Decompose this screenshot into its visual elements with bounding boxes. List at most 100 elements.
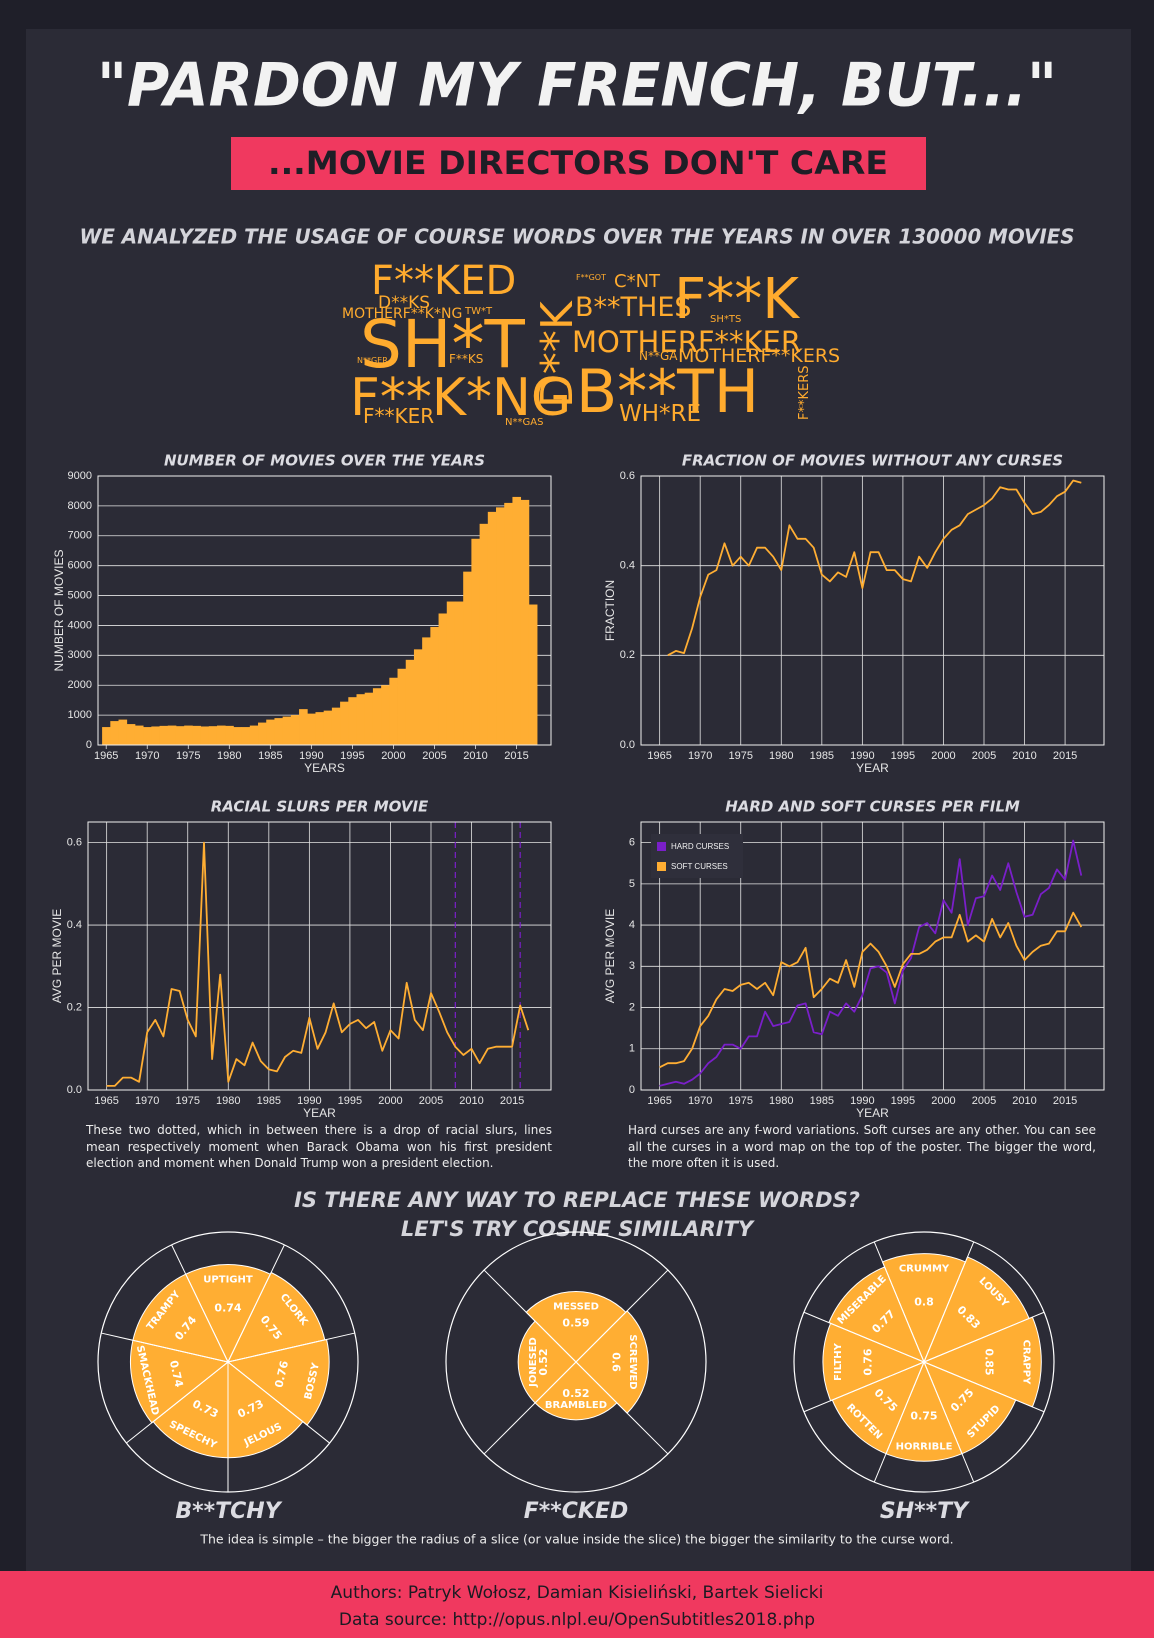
- legend-swatch: [657, 842, 666, 851]
- y-tick-label: 5000: [68, 589, 92, 601]
- bar: [249, 725, 259, 745]
- x-tick-label: 1975: [728, 750, 752, 762]
- x-tick-label: 2000: [378, 1095, 402, 1107]
- bar: [340, 701, 349, 745]
- slice-value: 0.85: [983, 1348, 996, 1375]
- x-tick-label: 2010: [463, 750, 487, 762]
- bar: [258, 722, 267, 745]
- bar: [110, 721, 119, 745]
- divider: [227, 1244, 285, 1363]
- bar: [372, 688, 382, 745]
- divider: [101, 1332, 229, 1363]
- bar: [520, 499, 530, 745]
- x-tick-label: 2000: [931, 750, 955, 762]
- x-tick-label: 2005: [972, 1095, 996, 1107]
- y-tick-label: 0.2: [620, 649, 635, 661]
- slice-label: CRUMMY: [899, 1264, 950, 1275]
- bar: [167, 725, 177, 745]
- bar: [216, 725, 226, 745]
- plot-frame: [97, 475, 552, 746]
- cloud-word: N**GA: [639, 349, 678, 363]
- y-tick-label: 0.4: [620, 560, 635, 572]
- divider: [171, 1244, 229, 1363]
- x-tick-label: 2015: [500, 1095, 524, 1107]
- bar: [225, 725, 234, 745]
- divider: [873, 1361, 925, 1483]
- x-tick-label: 1970: [688, 750, 712, 762]
- y-axis-label: AVG PER MOVIE: [603, 909, 617, 1003]
- x-tick-label: 2010: [1012, 1095, 1036, 1107]
- divider: [575, 1269, 669, 1363]
- y-tick-label: 0: [86, 739, 92, 751]
- bar: [430, 626, 439, 745]
- bar: [405, 659, 415, 745]
- plot-frame: [640, 821, 1105, 1091]
- y-tick-label: 0.6: [67, 837, 82, 849]
- bar: [479, 523, 489, 745]
- bar: [299, 709, 308, 745]
- cloud-word: F**GOT: [576, 273, 606, 282]
- series-line: [667, 479, 1082, 657]
- slice-value: 0.74: [167, 1359, 186, 1389]
- cloud-word: SH*T: [360, 306, 526, 383]
- cloud-word: MOTHERF**KER: [572, 325, 801, 359]
- cloud-word: N**GAS: [505, 417, 543, 428]
- x-tick-label: 1995: [891, 1095, 915, 1107]
- bar: [134, 725, 144, 745]
- cloud-word: B**THES: [575, 292, 692, 323]
- slice: [831, 1361, 925, 1455]
- divider: [483, 1361, 577, 1455]
- outer-ring: [97, 1231, 359, 1493]
- plot-frame: [87, 821, 552, 1091]
- slice: [881, 1253, 967, 1364]
- y-tick-label: 6: [629, 837, 635, 849]
- legend-box: [651, 834, 743, 878]
- bar: [208, 726, 218, 745]
- slice: [923, 1361, 1017, 1455]
- cloud-word: WH*RE: [619, 401, 701, 427]
- slice: [922, 1316, 1042, 1408]
- bar: [348, 697, 357, 745]
- bar: [233, 727, 243, 745]
- bar: [463, 571, 472, 745]
- bar: [126, 724, 136, 745]
- chart-title: FRACTION OF MOVIES WITHOUT ANY CURSES: [682, 452, 1063, 470]
- cloud-word: F**KERS: [797, 365, 812, 420]
- x-tick-label: 2000: [381, 750, 405, 762]
- slice-value: 0.76: [272, 1359, 291, 1389]
- series-line: [106, 841, 530, 1087]
- chart-title: RACIAL SLURS PER MOVIE: [211, 798, 429, 816]
- cloud-word: SH*TS: [710, 314, 741, 325]
- slice-label: HORRIBLE: [896, 1441, 953, 1452]
- y-tick-label: 0: [629, 1084, 635, 1096]
- x-tick-label: 1965: [94, 1095, 118, 1107]
- y-tick-label: 7000: [68, 530, 92, 542]
- y-tick-label: 1000: [68, 709, 92, 721]
- divider: [923, 1311, 1045, 1363]
- divider: [575, 1361, 669, 1455]
- y-tick-label: 8000: [68, 500, 92, 512]
- x-tick-label: 1965: [647, 1095, 671, 1107]
- cloud-word: N**GER: [357, 356, 388, 365]
- bar: [528, 604, 538, 745]
- bar: [323, 710, 333, 745]
- x-tick-label: 1995: [338, 1095, 362, 1107]
- y-tick-label: 9000: [68, 470, 92, 482]
- x-tick-label: 1980: [216, 1095, 240, 1107]
- cloud-word: C*NT: [614, 271, 661, 292]
- divider: [483, 1269, 577, 1363]
- bar: [200, 726, 210, 745]
- y-tick-label: 0.4: [67, 919, 82, 931]
- cloud-word: D**KS: [378, 293, 430, 313]
- bar: [143, 727, 152, 745]
- x-tick-label: 1980: [769, 1095, 793, 1107]
- slice-value: 0.75: [910, 1410, 937, 1423]
- polar-name: B**TCHY: [175, 1499, 282, 1524]
- x-tick-label: 2015: [1053, 1095, 1077, 1107]
- divider: [923, 1361, 975, 1483]
- x-tick-label: 2015: [1053, 750, 1077, 762]
- series-line: [659, 839, 1083, 1087]
- section-title: LET'S TRY COSINE SIMILARITY: [401, 1217, 755, 1241]
- bar: [504, 502, 513, 745]
